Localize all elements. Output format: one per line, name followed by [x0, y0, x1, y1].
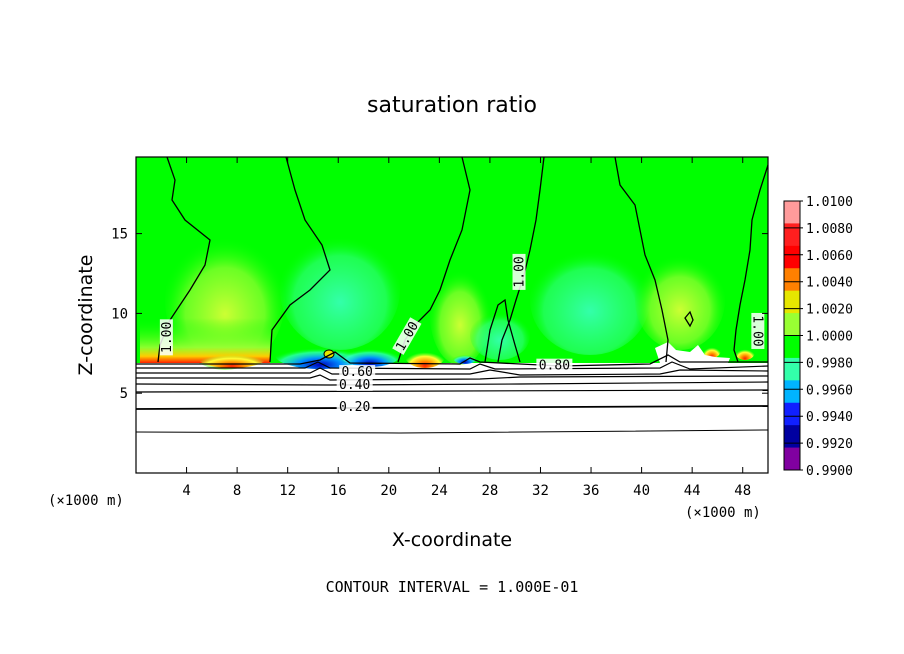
contour-label: 0.20	[336, 400, 373, 415]
x-tick-label: 28	[481, 483, 498, 499]
colorbar-swatch	[784, 335, 800, 359]
plot-frame	[135, 156, 769, 474]
contour-label: 0.60	[339, 365, 376, 380]
colorbar-label: 0.9920	[806, 437, 853, 452]
contour-label-text: 0.80	[539, 359, 570, 374]
field-hotspot	[735, 344, 755, 360]
contour-label: 1.00	[512, 253, 528, 290]
x-axis-label: X-coordinate	[392, 529, 512, 551]
contour-label-text: 1.00	[160, 322, 175, 353]
field-hotspot	[405, 344, 445, 368]
contour-1-00	[484, 298, 521, 363]
contour-1-00	[269, 156, 331, 363]
x-tick-label: 36	[583, 483, 600, 499]
y-axis-ticks: 5 10 15	[111, 227, 768, 402]
contour-1-00	[733, 164, 769, 363]
colorbar-swatch	[784, 313, 800, 336]
field-coldspot	[340, 343, 400, 367]
colorbar-label: 0.9960	[806, 383, 853, 398]
colorbar-swatch	[784, 447, 800, 471]
contour-0-60	[136, 367, 769, 376]
field-coldspot	[453, 352, 477, 364]
contour-label-text: 0.40	[339, 378, 370, 393]
contour-0-50	[136, 374, 769, 381]
contour-label-bg	[392, 317, 422, 355]
contour-label-bg	[336, 400, 373, 414]
colorbar-swatch	[784, 357, 800, 381]
contour-label-bg	[512, 253, 526, 290]
contour-label-bg	[751, 312, 765, 349]
field-coldspot	[275, 341, 365, 369]
colorbar-label: 1.0080	[806, 222, 853, 237]
contour-label-bg	[339, 365, 376, 379]
field-patch	[280, 230, 400, 350]
x-tick-label: 32	[532, 483, 549, 499]
y-axis-label: Z-coordinate	[75, 255, 97, 376]
contour-label: 0.80	[536, 358, 573, 374]
colorbar-swatch	[784, 268, 800, 292]
field-patch	[530, 245, 650, 355]
contour-label-text: 1.00	[749, 315, 764, 346]
contour-label-bg	[536, 358, 573, 372]
colorbar-label: 1.0020	[806, 303, 853, 318]
x-axis-ticks: 4 8 12 16 20 24 28 32 36 40 44 48	[182, 157, 751, 499]
x-tick-label: 40	[633, 483, 650, 499]
contour-0-30	[135, 389, 769, 393]
x-axis-unit-right: (×1000 m)	[685, 505, 761, 521]
contour-0-20	[135, 405, 769, 410]
colorbar-swatch	[784, 425, 800, 449]
colorbar-swatch	[784, 223, 800, 247]
x-tick-label: 12	[279, 483, 296, 499]
contour-label: 1.00	[159, 319, 175, 356]
contour-label-text: 0.20	[339, 400, 370, 415]
colorbar-swatch	[784, 380, 800, 404]
field-patch	[635, 250, 725, 350]
contour-1-00	[684, 310, 694, 328]
colorbar-swatch	[784, 201, 800, 224]
x-tick-label: 8	[233, 483, 241, 499]
contour-0-40	[135, 381, 769, 386]
colorbar-swatch	[784, 402, 800, 426]
contour-0-70	[136, 361, 769, 370]
chart-title: saturation ratio	[367, 93, 537, 118]
colorbar-label: 1.0000	[806, 330, 853, 345]
colorbar-label: 0.9900	[806, 464, 853, 479]
x-tick-label: 16	[330, 483, 347, 499]
field-hotspot	[198, 348, 266, 368]
x-tick-label: 20	[380, 483, 397, 499]
contour-0-10	[135, 429, 769, 434]
y-tick-label: 10	[111, 306, 128, 322]
y-tick-label: 5	[120, 386, 128, 402]
contour-label: 0.40	[336, 377, 373, 393]
field-hotspot	[703, 342, 721, 358]
contour-label-bg	[159, 319, 173, 356]
x-tick-label: 4	[182, 483, 190, 499]
colorbar-label: 0.9980	[806, 356, 853, 371]
contour-label-text: 1.00	[513, 256, 528, 287]
contour-labels: 1.00 1.001.001.000.800.600.400.20	[159, 253, 765, 415]
contour-0-80	[136, 351, 768, 367]
x-tick-label: 44	[684, 483, 701, 499]
x-tick-label: 24	[431, 483, 448, 499]
colorbar: 1.0100 1.0080 1.0060 1.0040 1.0020 1.0000 0.99…	[783, 195, 853, 479]
x-axis-unit-left: (×1000 m)	[48, 493, 124, 509]
plot-area	[136, 157, 768, 473]
colorbar-swatch	[784, 290, 800, 314]
colorbar-label: 0.9940	[806, 410, 853, 425]
contour-label: 1.00	[749, 312, 765, 349]
colorbar-label: 1.0060	[806, 249, 853, 264]
colorbar-label: 1.0100	[806, 195, 853, 210]
contour-1-00	[614, 156, 669, 363]
contour-label-text: 0.60	[342, 365, 373, 380]
contour-interval-note: CONTOUR INTERVAL = 1.000E-01	[326, 578, 579, 596]
colorbar-swatch	[784, 245, 800, 269]
contour-label-bg	[336, 377, 373, 391]
colorbar-label: 1.0040	[806, 276, 853, 291]
field-patch	[470, 310, 530, 360]
x-tick-label: 48	[734, 483, 751, 499]
y-tick-label: 15	[111, 227, 128, 243]
